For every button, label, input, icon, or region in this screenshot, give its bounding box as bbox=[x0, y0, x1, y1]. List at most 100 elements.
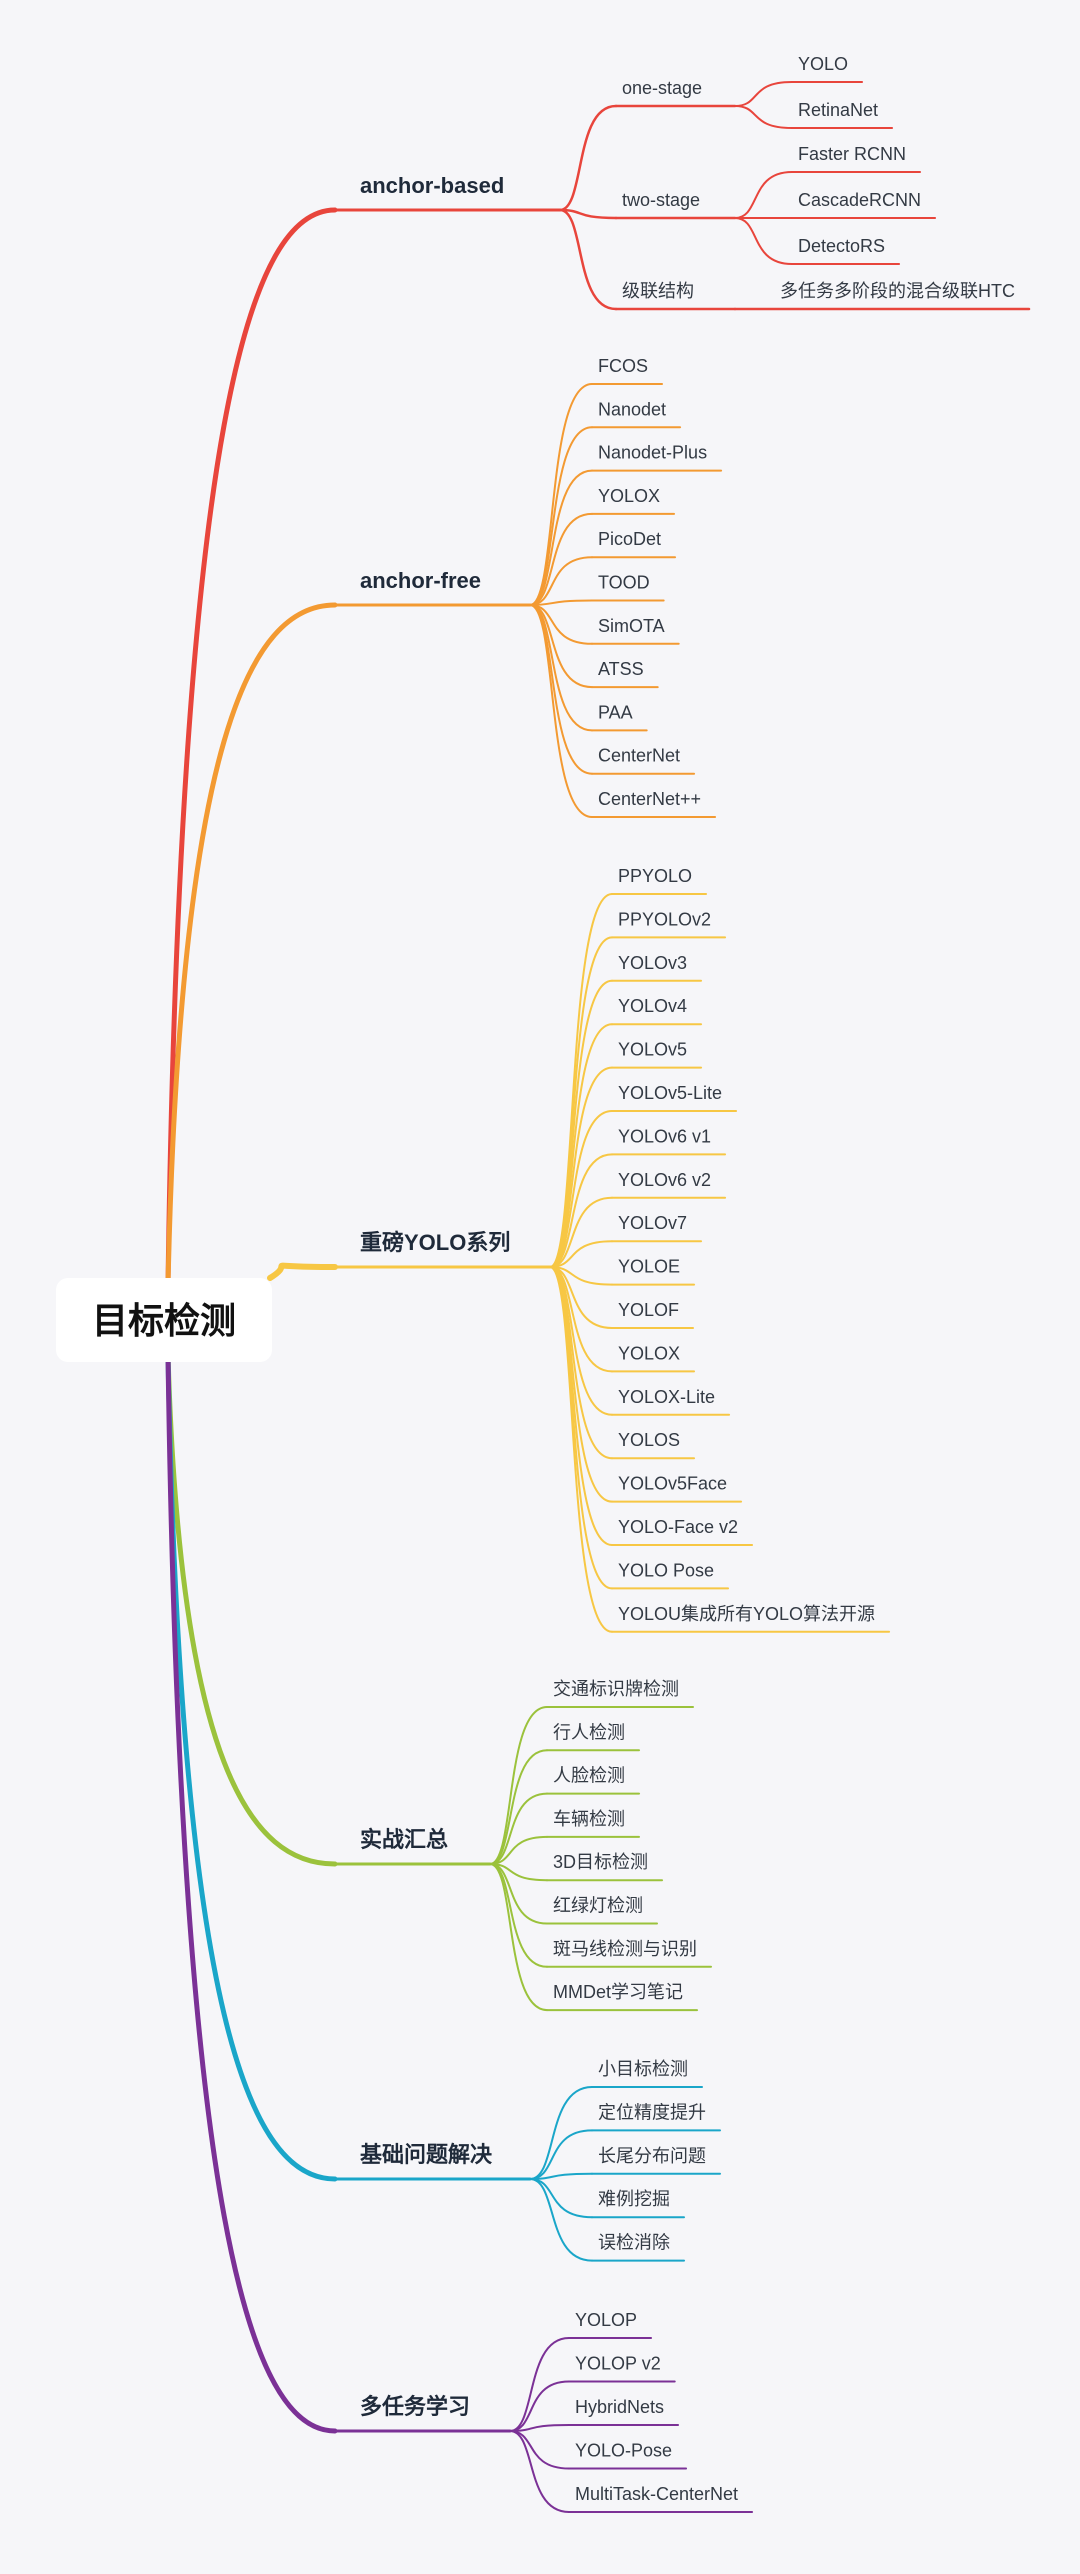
leaf-label[interactable]: CenterNet++ bbox=[598, 789, 701, 809]
leaf-label[interactable]: FCOS bbox=[598, 356, 648, 376]
leaf-label[interactable]: YOLOv5-Lite bbox=[618, 1083, 722, 1103]
leaf-connector bbox=[509, 2424, 570, 2432]
leaf-label[interactable]: 长尾分布问题 bbox=[598, 2146, 706, 2166]
leaf-connector bbox=[529, 604, 593, 732]
leaf-connector bbox=[529, 604, 593, 645]
leaf-label[interactable]: SimOTA bbox=[598, 616, 665, 636]
leaf-label[interactable]: YOLOF bbox=[618, 1300, 679, 1320]
leaf-label[interactable]: YOLOP v2 bbox=[575, 2354, 661, 2374]
branch-label[interactable]: anchor-based bbox=[360, 173, 504, 198]
leaf-label[interactable]: TOOD bbox=[598, 573, 650, 593]
leaf-label[interactable]: 交通标识牌检测 bbox=[553, 1679, 679, 1699]
leaf-label[interactable]: MultiTask-CenterNet bbox=[575, 2484, 738, 2504]
leaf-connector bbox=[529, 604, 593, 818]
leaf-label[interactable]: 多任务多阶段的混合级联HTC bbox=[780, 281, 1015, 301]
leaf-label[interactable]: 误检消除 bbox=[598, 2233, 670, 2253]
leaf-connector bbox=[529, 2086, 593, 2180]
group-label[interactable]: one-stage bbox=[622, 78, 702, 98]
leaf-connector bbox=[529, 2178, 593, 2262]
leaf-label[interactable]: YOLO Pose bbox=[618, 1560, 714, 1580]
leaf-connector bbox=[734, 217, 793, 265]
leaf-connector bbox=[734, 81, 793, 107]
leaf-label[interactable]: YOLO-Face v2 bbox=[618, 1517, 738, 1537]
leaf-connector bbox=[549, 893, 613, 1268]
leaf-label[interactable]: 3D目标检测 bbox=[553, 1852, 648, 1872]
leaf-label[interactable]: CenterNet bbox=[598, 746, 680, 766]
map-nodes: anchor-based one-stage YOLO RetinaNet two-st… bbox=[360, 54, 1015, 2504]
leaf-label[interactable]: YOLOv5 bbox=[618, 1040, 687, 1060]
leaf-label[interactable]: YOLOP bbox=[575, 2310, 637, 2330]
leaf-label[interactable]: 红绿灯检测 bbox=[553, 1896, 643, 1916]
group-label[interactable]: two-stage bbox=[622, 190, 700, 210]
leaf-connector bbox=[549, 1266, 613, 1633]
leaf-label[interactable]: YOLO-Pose bbox=[575, 2441, 672, 2461]
branch-label[interactable]: 基础问题解决 bbox=[360, 2142, 493, 2167]
branch-label[interactable]: anchor-free bbox=[360, 568, 481, 593]
leaf-label[interactable]: HybridNets bbox=[575, 2397, 664, 2417]
leaf-label[interactable]: YOLOv6 v1 bbox=[618, 1126, 711, 1146]
leaf-label[interactable]: 车辆检测 bbox=[553, 1809, 625, 1829]
leaf-label[interactable]: YOLOE bbox=[618, 1257, 680, 1277]
leaf-label[interactable]: 人脸检测 bbox=[553, 1766, 625, 1786]
root-label: 目标检测 bbox=[92, 1300, 236, 1341]
leaf-connector bbox=[549, 1153, 613, 1268]
leaf-label[interactable]: YOLOv3 bbox=[618, 953, 687, 973]
leaf-label[interactable]: YOLOU集成所有YOLO算法开源 bbox=[618, 1604, 875, 1624]
leaf-label[interactable]: YOLOv4 bbox=[618, 996, 687, 1016]
leaf-connector bbox=[529, 469, 593, 606]
leaf-label[interactable]: Faster RCNN bbox=[798, 144, 906, 164]
leaf-connector bbox=[489, 1706, 548, 1865]
leaf-connector bbox=[529, 604, 593, 775]
leaf-connector bbox=[529, 2172, 593, 2180]
branch-trunk-0 bbox=[165, 207, 338, 1288]
leaf-connector bbox=[489, 1835, 548, 1865]
leaf-label[interactable]: YOLOX bbox=[598, 486, 660, 506]
leaf-label[interactable]: YOLOX bbox=[618, 1343, 680, 1363]
leaf-label[interactable]: YOLOv7 bbox=[618, 1213, 687, 1233]
leaf-label[interactable]: CascadeRCNN bbox=[798, 190, 921, 210]
leaf-connector bbox=[529, 512, 593, 606]
leaf-connector bbox=[734, 105, 793, 129]
leaf-connector bbox=[549, 1266, 613, 1460]
leaf-label[interactable]: PPYOLOv2 bbox=[618, 909, 711, 929]
leaf-label[interactable]: 难例挖掘 bbox=[598, 2189, 670, 2209]
leaf-connector bbox=[489, 1792, 548, 1865]
leaf-label[interactable]: YOLOv5Face bbox=[618, 1474, 727, 1494]
leaf-connector bbox=[489, 1749, 548, 1865]
leaf-label[interactable]: ATSS bbox=[598, 659, 644, 679]
root-node[interactable]: 目标检测 bbox=[56, 1278, 272, 1362]
branch-label[interactable]: 多任务学习 bbox=[360, 2394, 470, 2419]
leaf-label[interactable]: 斑马线检测与识别 bbox=[553, 1939, 697, 1959]
leaf-connector bbox=[549, 1266, 613, 1286]
connector-lines bbox=[165, 81, 1031, 2513]
leaf-label[interactable]: PPYOLO bbox=[618, 866, 692, 886]
leaf-label[interactable]: 行人检测 bbox=[553, 1722, 625, 1742]
branch-label[interactable]: 重磅YOLO系列 bbox=[360, 1230, 510, 1255]
leaf-label[interactable]: 定位精度提升 bbox=[598, 2102, 706, 2122]
leaf-label[interactable]: RetinaNet bbox=[798, 100, 878, 120]
leaf-connector bbox=[509, 2430, 570, 2470]
leaf-label[interactable]: YOLO bbox=[798, 54, 848, 74]
leaf-label[interactable]: YOLOv6 v2 bbox=[618, 1170, 711, 1190]
branch-label[interactable]: 实战汇总 bbox=[360, 1827, 448, 1852]
group-connector bbox=[558, 208, 618, 311]
leaf-connector bbox=[734, 171, 793, 219]
leaf-label[interactable]: Nanodet-Plus bbox=[598, 443, 707, 463]
leaf-connector bbox=[529, 2129, 593, 2180]
group-label[interactable]: 级联结构 bbox=[622, 281, 694, 301]
leaf-label[interactable]: PAA bbox=[598, 702, 633, 722]
leaf-label[interactable]: YOLOS bbox=[618, 1430, 680, 1450]
leaf-label[interactable]: Nanodet bbox=[598, 399, 666, 419]
leaf-connector bbox=[489, 1863, 548, 1882]
branch-trunk-1 bbox=[165, 602, 338, 1288]
branch-trunk-4 bbox=[165, 1352, 338, 2182]
root-box bbox=[56, 1278, 272, 1362]
leaf-label[interactable]: 小目标检测 bbox=[598, 2059, 688, 2079]
leaf-label[interactable]: DetectoRS bbox=[798, 236, 885, 256]
leaf-label[interactable]: YOLOX-Lite bbox=[618, 1387, 715, 1407]
leaf-connector bbox=[529, 599, 593, 606]
leaf-connector bbox=[509, 2380, 570, 2432]
leaf-label[interactable]: PicoDet bbox=[598, 529, 661, 549]
leaf-label[interactable]: MMDet学习笔记 bbox=[553, 1982, 683, 2002]
